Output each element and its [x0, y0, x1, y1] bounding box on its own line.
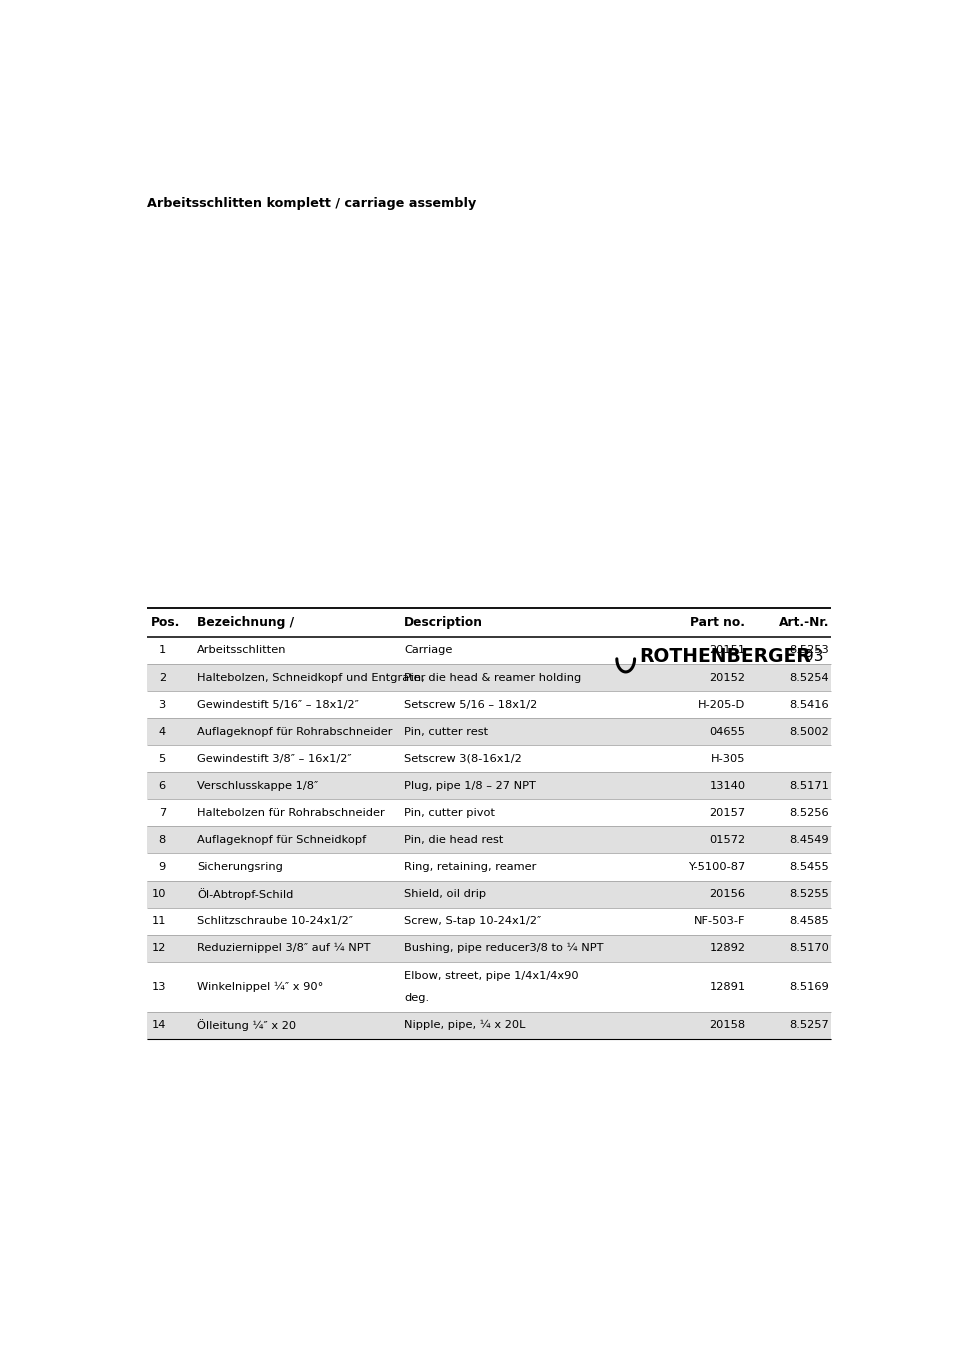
- Text: Setscrew 5/16 – 18x1/2: Setscrew 5/16 – 18x1/2: [403, 699, 537, 710]
- Text: 8.5253: 8.5253: [788, 645, 828, 656]
- FancyBboxPatch shape: [147, 826, 830, 853]
- Text: H-205-D: H-205-D: [698, 699, 744, 710]
- Text: 4: 4: [158, 726, 166, 737]
- FancyBboxPatch shape: [147, 664, 830, 691]
- FancyBboxPatch shape: [147, 934, 830, 961]
- Text: Bushing, pipe reducer3/8 to ¼ NPT: Bushing, pipe reducer3/8 to ¼ NPT: [403, 944, 602, 953]
- Text: Pin, die head & reamer holding: Pin, die head & reamer holding: [403, 672, 580, 683]
- Text: Description: Description: [403, 617, 482, 629]
- Text: 14: 14: [152, 1021, 166, 1030]
- Text: 1: 1: [158, 645, 166, 656]
- Text: Plug, pipe 1/8 – 27 NPT: Plug, pipe 1/8 – 27 NPT: [403, 781, 536, 791]
- Text: NF-503-F: NF-503-F: [693, 917, 744, 926]
- Text: 20156: 20156: [709, 890, 744, 899]
- Text: Arbeitsschlitten komplett / carriage assembly: Arbeitsschlitten komplett / carriage ass…: [147, 196, 476, 210]
- Text: ROTHENBERGER: ROTHENBERGER: [639, 648, 810, 667]
- Text: 13140: 13140: [709, 781, 744, 791]
- FancyBboxPatch shape: [147, 718, 830, 745]
- Text: 20152: 20152: [709, 672, 744, 683]
- Text: 8.4549: 8.4549: [788, 836, 828, 845]
- FancyBboxPatch shape: [147, 772, 830, 799]
- Text: 13: 13: [152, 982, 166, 992]
- Text: 20151: 20151: [709, 645, 744, 656]
- Text: 93: 93: [802, 649, 822, 664]
- Text: Shield, oil drip: Shield, oil drip: [403, 890, 485, 899]
- Text: Pin, cutter pivot: Pin, cutter pivot: [403, 808, 495, 818]
- Text: 3: 3: [158, 699, 166, 710]
- Text: Screw, S-tap 10-24x1/2″: Screw, S-tap 10-24x1/2″: [403, 917, 540, 926]
- Text: Carriage: Carriage: [403, 645, 452, 656]
- Text: Auflageknopf für Schneidkopf: Auflageknopf für Schneidkopf: [196, 836, 366, 845]
- Text: Art.-Nr.: Art.-Nr.: [778, 617, 828, 629]
- Text: Setscrew 3(8-16x1/2: Setscrew 3(8-16x1/2: [403, 754, 521, 764]
- Text: Ring, retaining, reamer: Ring, retaining, reamer: [403, 863, 536, 872]
- Text: 8.5254: 8.5254: [788, 672, 828, 683]
- Text: 10: 10: [152, 890, 166, 899]
- Text: 9: 9: [158, 863, 166, 872]
- Text: Bezeichnung /: Bezeichnung /: [196, 617, 294, 629]
- Text: Gewindestift 3/8″ – 16x1/2″: Gewindestift 3/8″ – 16x1/2″: [196, 754, 351, 764]
- Text: 8.5255: 8.5255: [788, 890, 828, 899]
- Text: Pin, cutter rest: Pin, cutter rest: [403, 726, 488, 737]
- Text: Pos.: Pos.: [151, 617, 180, 629]
- Text: Öl-Abtropf-Schild: Öl-Abtropf-Schild: [196, 888, 293, 900]
- Text: 01572: 01572: [709, 836, 744, 845]
- Text: 20158: 20158: [709, 1021, 744, 1030]
- Text: Winkelnippel ¼″ x 90°: Winkelnippel ¼″ x 90°: [196, 982, 323, 992]
- Text: 8.5169: 8.5169: [788, 982, 828, 992]
- Text: Haltebolzen, Schneidkopf und Entgrater: Haltebolzen, Schneidkopf und Entgrater: [196, 672, 425, 683]
- Text: 2: 2: [158, 672, 166, 683]
- Text: 8.5171: 8.5171: [788, 781, 828, 791]
- Text: 12: 12: [152, 944, 166, 953]
- FancyBboxPatch shape: [147, 880, 830, 907]
- Text: Reduziernippel 3/8″ auf ¼ NPT: Reduziernippel 3/8″ auf ¼ NPT: [196, 944, 370, 953]
- Text: 04655: 04655: [709, 726, 744, 737]
- Text: Elbow, street, pipe 1/4x1/4x90: Elbow, street, pipe 1/4x1/4x90: [403, 971, 578, 980]
- Text: 8.5170: 8.5170: [788, 944, 828, 953]
- Text: 20157: 20157: [709, 808, 744, 818]
- Text: Schlitzschraube 10-24x1/2″: Schlitzschraube 10-24x1/2″: [196, 917, 353, 926]
- Text: Verschlusskappe 1/8″: Verschlusskappe 1/8″: [196, 781, 317, 791]
- Text: 8.5416: 8.5416: [788, 699, 828, 710]
- Text: 7: 7: [158, 808, 166, 818]
- Text: Pin, die head rest: Pin, die head rest: [403, 836, 503, 845]
- Text: Nipple, pipe, ¼ x 20L: Nipple, pipe, ¼ x 20L: [403, 1021, 525, 1030]
- Text: 8.5455: 8.5455: [788, 863, 828, 872]
- FancyBboxPatch shape: [147, 1011, 830, 1038]
- Text: Auflageknopf für Rohrabschneider: Auflageknopf für Rohrabschneider: [196, 726, 392, 737]
- Text: 5: 5: [158, 754, 166, 764]
- Text: 11: 11: [152, 917, 166, 926]
- Text: Sicherungsring: Sicherungsring: [196, 863, 282, 872]
- Text: 12892: 12892: [709, 944, 744, 953]
- Text: Y-5100-87: Y-5100-87: [687, 863, 744, 872]
- Text: 8.5257: 8.5257: [788, 1021, 828, 1030]
- Text: H-305: H-305: [710, 754, 744, 764]
- Text: 8.5256: 8.5256: [788, 808, 828, 818]
- Text: deg.: deg.: [403, 992, 429, 1003]
- Text: 8: 8: [158, 836, 166, 845]
- Text: 6: 6: [158, 781, 166, 791]
- Text: Gewindestift 5/16″ – 18x1/2″: Gewindestift 5/16″ – 18x1/2″: [196, 699, 358, 710]
- Text: 12891: 12891: [709, 982, 744, 992]
- Text: Ölleitung ¼″ x 20: Ölleitung ¼″ x 20: [196, 1019, 295, 1032]
- Text: Arbeitsschlitten: Arbeitsschlitten: [196, 645, 286, 656]
- Text: 8.4585: 8.4585: [788, 917, 828, 926]
- Text: 8.5002: 8.5002: [788, 726, 828, 737]
- Text: Part no.: Part no.: [690, 617, 744, 629]
- Text: Haltebolzen für Rohrabschneider: Haltebolzen für Rohrabschneider: [196, 808, 384, 818]
